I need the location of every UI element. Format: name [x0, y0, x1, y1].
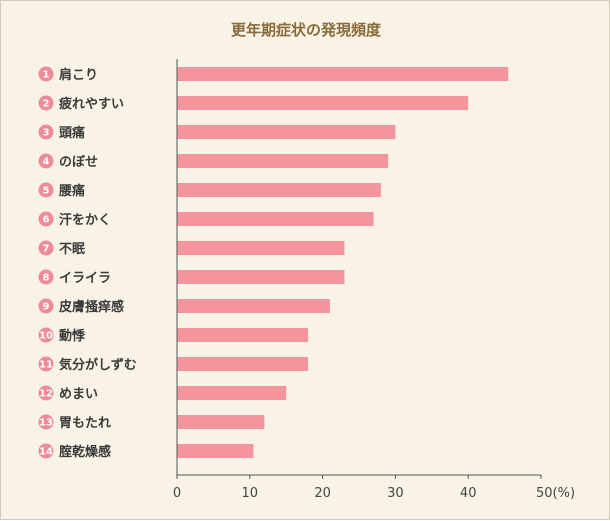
rank-badge	[38, 385, 54, 401]
rank-badge	[38, 153, 54, 169]
bar	[177, 357, 309, 371]
bar	[177, 96, 469, 110]
category-label: 不眠	[59, 242, 85, 257]
rank-number: 9	[43, 302, 50, 313]
bar	[177, 212, 374, 226]
category-label: めまい	[59, 387, 98, 402]
category-label: 肩こり	[59, 67, 98, 83]
rank-badge	[38, 356, 54, 372]
rank-badge	[38, 95, 54, 111]
rank-number: 1	[43, 70, 50, 81]
bar	[177, 415, 265, 429]
bar	[177, 67, 509, 81]
category-label: 頭痛	[59, 125, 85, 141]
rank-number: 8	[43, 273, 50, 284]
bar	[177, 125, 396, 139]
rank-badge	[38, 124, 54, 140]
chart-title: 更年期症状の発現頻度	[231, 21, 382, 39]
rank-badge	[38, 182, 54, 198]
bar	[177, 444, 254, 458]
rank-number: 4	[43, 157, 50, 168]
category-label: 腟乾燥感	[59, 444, 111, 460]
category-label: 動悸	[59, 328, 86, 344]
x-axis-ticks: 0 10 20 30 40 50(%)	[173, 475, 575, 501]
category-label: のぼせ	[59, 155, 98, 170]
category-label: 腰痛	[58, 183, 85, 199]
bar	[177, 154, 389, 168]
rank-number: 10	[39, 331, 53, 342]
category-label: 気分がしずむ	[59, 357, 137, 373]
category-label: 皮膚掻痒感	[58, 299, 124, 315]
bar	[177, 241, 345, 255]
rank-number: 3	[43, 128, 50, 139]
bar	[177, 183, 381, 197]
bar	[177, 328, 309, 342]
category-label: 疲れやすい	[59, 96, 124, 112]
rank-number: 7	[43, 244, 50, 255]
rank-badge	[38, 327, 54, 343]
x-tick-label: 10	[242, 486, 259, 501]
rank-number: 12	[39, 389, 53, 400]
rank-badge	[38, 211, 54, 227]
rank-badge	[38, 443, 54, 459]
rank-badge	[38, 269, 54, 285]
x-tick-label: 50(%)	[536, 486, 575, 501]
rank-number: 6	[43, 215, 50, 226]
bar	[177, 299, 330, 313]
x-tick-label: 0	[173, 486, 181, 501]
rank-badge	[38, 66, 54, 82]
rank-number: 11	[39, 360, 53, 371]
rank-number: 2	[43, 99, 50, 110]
bar	[177, 270, 345, 284]
rank-badge	[38, 414, 54, 430]
rank-badge	[38, 240, 54, 256]
rank-badge	[38, 298, 54, 314]
category-label: イライラ	[59, 271, 111, 286]
rank-number: 13	[39, 418, 53, 429]
bar	[177, 386, 287, 400]
x-tick-label: 20	[314, 486, 331, 501]
bars-group	[177, 67, 509, 458]
category-labels: 1 肩こり 2 疲れやすい 3 頭痛 4 のぼせ 5 腰痛 6 汗をかく 7 不眠 8 イライラ 9 皮膚掻痒感 1…	[38, 66, 137, 460]
x-tick-label: 40	[460, 486, 477, 501]
category-label: 汗をかく	[59, 212, 111, 228]
category-label: 胃もたれ	[59, 416, 111, 431]
x-tick-label: 30	[387, 486, 404, 501]
rank-number: 5	[43, 186, 50, 197]
rank-number: 14	[39, 447, 53, 458]
